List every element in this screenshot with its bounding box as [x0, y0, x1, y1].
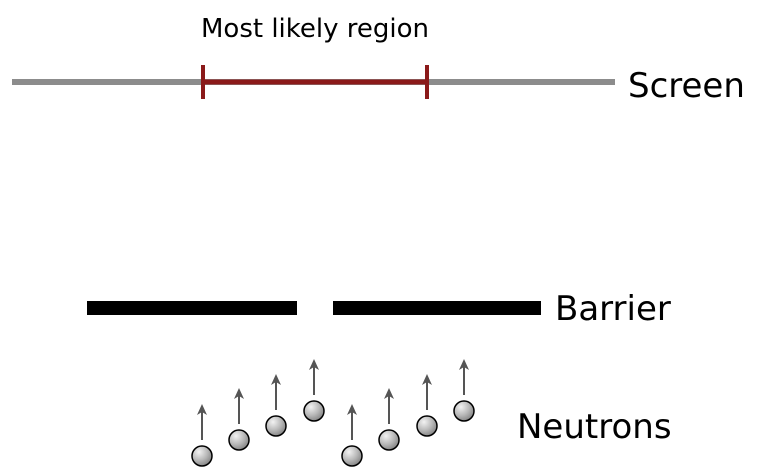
neutrons-group: [191, 359, 475, 467]
up-arrow-icon: [347, 404, 357, 415]
neutron: [416, 374, 438, 437]
most-likely-region-marker: [201, 65, 429, 99]
barrier-right-segment: [333, 301, 541, 315]
neutrons-label: Neutrons: [517, 407, 672, 447]
neutron: [191, 404, 213, 467]
barrier: [87, 301, 541, 315]
up-arrow-icon: [309, 359, 319, 370]
up-arrow-icon: [384, 388, 394, 399]
neutron: [378, 388, 400, 451]
up-arrow-icon: [459, 359, 469, 370]
barrier-label: Barrier: [555, 289, 671, 329]
up-arrow-icon: [422, 374, 432, 385]
neutron: [265, 374, 287, 437]
most-likely-region-label: Most likely region: [201, 14, 429, 44]
neutron-ball: [265, 415, 287, 437]
neutron-ball: [453, 400, 475, 422]
neutron-ball: [228, 429, 250, 451]
neutron-ball: [378, 429, 400, 451]
neutron-ball: [303, 400, 325, 422]
up-arrow-icon: [271, 374, 281, 385]
up-arrow-icon: [197, 404, 207, 415]
neutron: [303, 359, 325, 422]
neutron: [341, 404, 363, 467]
barrier-left-segment: [87, 301, 297, 315]
screen-label: Screen: [628, 66, 745, 106]
neutron-ball: [341, 445, 363, 467]
neutron: [228, 388, 250, 451]
neutron: [453, 359, 475, 422]
neutron-ball: [191, 445, 213, 467]
up-arrow-icon: [234, 388, 244, 399]
neutron-ball: [416, 415, 438, 437]
